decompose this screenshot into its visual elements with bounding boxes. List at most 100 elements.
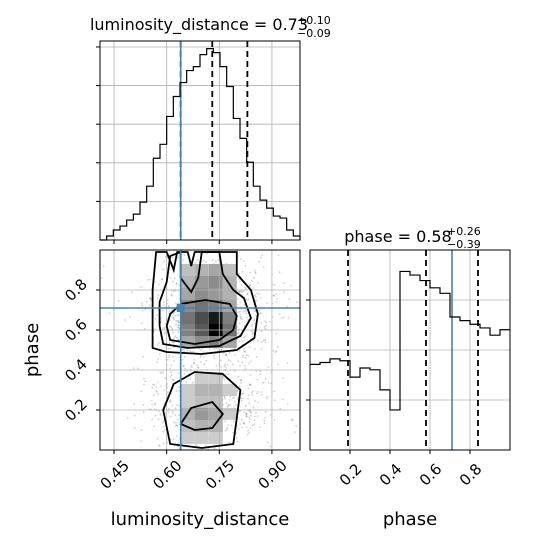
sample-point: [158, 444, 160, 446]
sample-point: [167, 347, 170, 350]
sample-point: [256, 392, 258, 395]
density-contours: [151, 250, 259, 449]
density-cell: [208, 420, 223, 432]
sample-point: [225, 354, 227, 357]
sample-point: [183, 365, 185, 368]
sample-point: [191, 381, 194, 384]
sample-point: [153, 384, 156, 387]
sample-point: [199, 348, 202, 351]
sample-point: [160, 385, 163, 388]
sample-point: [238, 349, 241, 352]
sample-point: [146, 279, 149, 281]
density-cell: [194, 264, 209, 276]
sample-point: [264, 417, 267, 419]
sample-point: [265, 324, 268, 327]
sample-point: [172, 378, 174, 381]
density-contour: [162, 371, 242, 449]
sample-point: [239, 310, 242, 313]
sample-point: [220, 348, 223, 351]
sample-point: [246, 293, 249, 295]
sample-point: [250, 391, 253, 394]
sample-point: [254, 272, 257, 275]
sample-point: [131, 291, 134, 294]
sample-point: [178, 447, 181, 450]
sample-point: [156, 391, 158, 393]
sample-point: [240, 381, 243, 384]
sample-point: [238, 272, 240, 275]
sample-point: [173, 421, 176, 424]
sample-point: [133, 414, 136, 417]
density-cell: [222, 264, 237, 276]
sample-point: [240, 291, 243, 293]
sample-point: [196, 258, 199, 261]
sample-point: [217, 349, 220, 351]
joint-ytick-label: 0.8: [61, 275, 91, 305]
phase-hist-xticks: 0.2 0.4 0.6 0.8: [336, 450, 486, 490]
sample-point: [237, 311, 240, 314]
sample-point: [174, 414, 177, 416]
sample-point: [160, 317, 163, 319]
sample-point: [142, 411, 145, 414]
sample-point: [263, 419, 266, 422]
density-cell: [194, 432, 209, 444]
density-cell: [180, 276, 195, 288]
sample-point: [149, 297, 152, 299]
sample-point: [189, 377, 192, 380]
joint-density-panel: 0.45 0.60 0.75 0.90 0.2 0.4 0.6 0.8 luminosity…: [22, 249, 301, 530]
sample-point: [178, 414, 181, 417]
sample-point: [234, 353, 237, 356]
sample-point: [273, 294, 275, 297]
sample-point: [254, 322, 256, 325]
sample-point: [235, 437, 238, 439]
sample-point: [158, 445, 161, 447]
sample-point: [117, 300, 120, 302]
sample-point: [229, 404, 232, 406]
sample-point: [248, 346, 251, 349]
sample-point: [259, 370, 262, 373]
sample-point: [247, 387, 250, 390]
sample-point: [255, 370, 258, 372]
sample-point: [175, 319, 178, 322]
sample-point: [161, 309, 163, 312]
sample-point: [175, 424, 178, 426]
sample-point: [282, 377, 285, 380]
sample-point: [273, 419, 276, 421]
sample-point: [236, 390, 239, 393]
sample-point: [193, 361, 195, 364]
sample-point: [286, 362, 289, 364]
sample-point: [244, 356, 247, 359]
sample-point: [251, 325, 254, 328]
sample-point: [245, 287, 247, 290]
phase-title: phase = 0.58: [344, 227, 451, 246]
ph-xtick-label: 0.6: [416, 460, 446, 490]
sample-point: [256, 378, 259, 381]
sample-point: [157, 293, 160, 296]
sample-point: [249, 427, 252, 429]
sample-point: [223, 378, 226, 381]
sample-point: [255, 411, 257, 414]
phase-title-median: 0.58: [416, 227, 452, 246]
sample-point: [232, 431, 235, 434]
sample-point: [256, 292, 259, 295]
sample-point: [174, 407, 177, 410]
sample-point: [281, 398, 284, 401]
sample-point: [256, 339, 259, 342]
sample-point: [252, 287, 255, 289]
sample-point: [161, 278, 164, 281]
sample-point: [249, 383, 252, 386]
sample-point: [177, 331, 180, 333]
joint-xticks: 0.45 0.60 0.75 0.90: [97, 450, 291, 493]
sample-point: [255, 356, 258, 358]
luminosity-distance-hist-panel: luminosity_distance = 0.73 +0.10 −0.09: [90, 14, 331, 244]
sample-point: [249, 271, 251, 274]
phase-quantiles: [347, 250, 479, 450]
sample-point: [173, 318, 176, 321]
sample-point: [249, 384, 252, 386]
sample-point: [174, 335, 177, 338]
sample-point: [200, 354, 202, 357]
density-cell: [194, 396, 209, 408]
truth-marker: [176, 304, 185, 312]
sample-point: [260, 312, 262, 315]
sample-point: [173, 277, 176, 280]
sample-point: [157, 296, 159, 299]
